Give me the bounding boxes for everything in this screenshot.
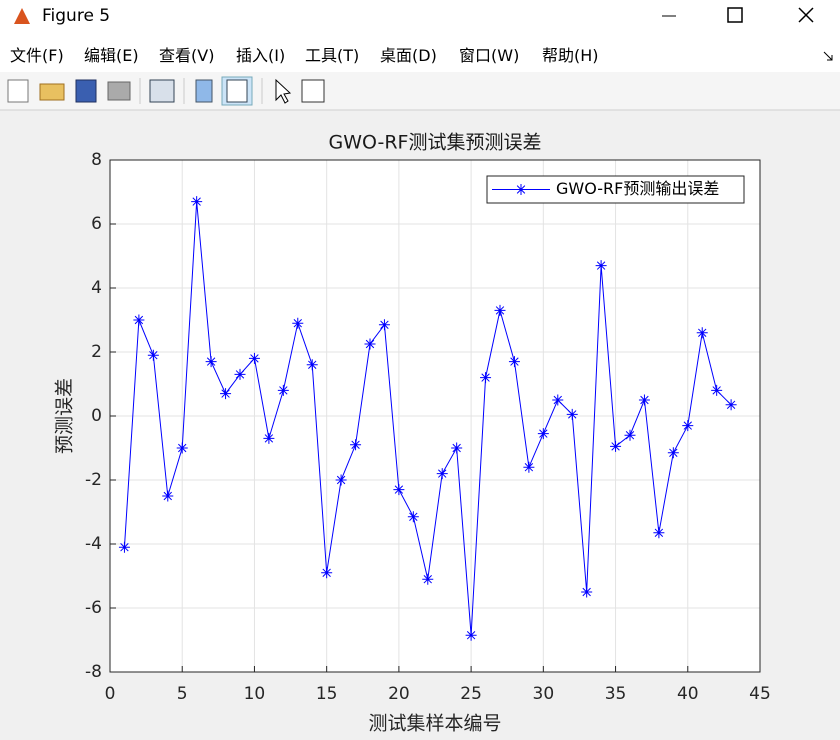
point-marker [378,319,390,331]
point-marker [682,420,694,432]
y-tick-label: 0 [91,406,102,426]
x-tick-label: 5 [177,684,188,704]
x-tick-label: 35 [605,684,627,704]
x-tick-label: 10 [244,684,266,704]
point-marker [624,429,636,441]
window-title: Figure 5 [42,6,110,26]
point-marker [566,408,578,420]
close-button[interactable] [798,7,814,23]
point-marker [176,442,188,454]
new-icon[interactable] [7,79,29,103]
x-tick-label: 30 [533,684,555,704]
point-marker [350,439,362,451]
axes-box [109,159,761,673]
maximize-button[interactable] [727,7,743,23]
y-tick-label: 6 [91,214,102,234]
menu-item[interactable]: 桌面(D) [380,46,437,65]
menu-item[interactable]: 文件(F) [10,46,64,65]
y-axis-label: 预测误差 [54,378,76,454]
y-tick-label: 4 [91,278,102,298]
point-marker [696,327,708,339]
toolbar [7,76,325,106]
legend-marker [515,184,527,195]
point-marker [537,428,549,440]
x-tick-label: 20 [388,684,410,704]
x-axis-label: 测试集样本编号 [368,713,501,735]
pointer-icon[interactable] [275,78,292,104]
point-marker [422,573,434,585]
menu-item[interactable]: 查看(V) [159,46,215,65]
x-tick-label: 0 [105,684,116,704]
menu-item[interactable]: 窗口(W) [459,46,520,65]
point-marker [711,384,723,396]
point-marker [118,541,130,553]
point-marker [364,338,376,350]
point-marker [306,359,318,371]
point-marker [263,432,275,444]
x-tick-label: 25 [460,684,482,704]
app-icon [14,8,30,24]
open-icon[interactable] [39,83,65,101]
x-tick-label: 40 [677,684,699,704]
point-marker [191,196,203,208]
link-icon[interactable] [149,79,175,103]
point-marker [277,384,289,396]
point-marker [248,352,260,364]
point-marker [133,314,145,326]
point-marker [595,260,607,272]
property-editor-icon[interactable] [301,79,325,103]
y-tick-label: -4 [85,534,102,554]
chart-title: GWO-RF测试集预测误差 [329,132,542,154]
point-marker [162,490,174,502]
point-marker [451,442,463,454]
point-marker [292,317,304,329]
menu-item[interactable]: 插入(I) [236,46,286,65]
point-marker [480,372,492,384]
colorbar-icon[interactable] [195,79,213,103]
point-marker [465,629,477,641]
point-marker [205,356,217,368]
point-marker [725,399,737,411]
point-marker [393,484,405,496]
point-marker [407,511,419,523]
x-tick-label: 45 [749,684,771,704]
menu-item[interactable]: 工具(T) [305,46,360,65]
point-marker [321,567,333,579]
menu-item[interactable]: 帮助(H) [542,46,599,65]
point-marker [667,447,679,459]
point-marker [436,468,448,480]
legend-label: GWO-RF预测输出误差 [556,179,719,198]
point-marker [220,388,232,400]
point-marker [508,356,520,368]
print-icon[interactable] [107,81,131,101]
point-marker [234,368,246,380]
point-marker [581,586,593,598]
dock-button[interactable] [823,51,833,61]
y-tick-label: 2 [91,342,102,362]
y-tick-label: -2 [85,470,102,490]
x-tick-label: 15 [316,684,338,704]
legend-icon[interactable] [226,79,248,103]
menu-item[interactable]: 编辑(E) [84,46,139,65]
y-tick-label: 8 [91,150,102,170]
save-icon[interactable] [75,79,97,103]
point-marker [552,394,564,406]
y-tick-label: -6 [85,598,102,618]
point-marker [653,527,665,539]
point-marker [523,461,535,473]
y-tick-label: -8 [85,662,102,682]
point-marker [335,474,347,486]
point-marker [147,349,159,361]
point-marker [610,440,622,452]
point-marker [638,394,650,406]
point-marker [494,304,506,316]
